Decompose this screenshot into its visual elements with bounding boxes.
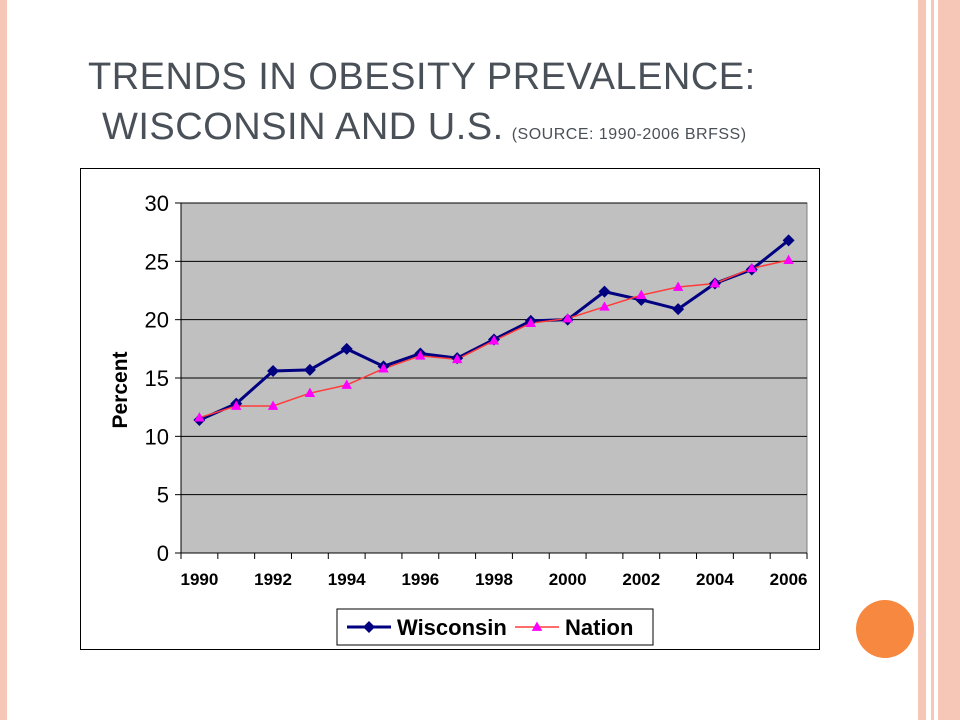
- point-wisconsin: [672, 303, 685, 316]
- x-tick-label: 2004: [696, 570, 734, 589]
- y-tick-label: 20: [145, 308, 169, 333]
- point-nation: [599, 301, 610, 311]
- point-nation: [304, 387, 316, 398]
- accent-circle: [856, 600, 914, 658]
- x-tick-label: 2002: [622, 570, 660, 589]
- point-nation: [194, 412, 205, 422]
- line-chart: 0 5 10 15 20 25 30 1990 1992 1994 1996 1998 2000 2002…: [109, 191, 808, 646]
- y-tick-label: 25: [145, 249, 169, 274]
- legend-label-nation: Nation: [565, 615, 633, 640]
- x-tick-label: 2006: [770, 570, 808, 589]
- slide-title: TRENDS IN OBESITY PREVALENCE: WISCONSIN …: [88, 52, 868, 160]
- point-nation: [783, 254, 794, 265]
- point-wisconsin: [340, 342, 353, 355]
- legend-label-wisconsin: Wisconsin: [397, 615, 507, 640]
- point-wisconsin: [267, 365, 280, 377]
- x-tick-label: 1990: [180, 570, 218, 589]
- y-tick-label: 10: [145, 424, 169, 449]
- point-wisconsin: [303, 363, 316, 376]
- y-tick-label: 15: [145, 366, 169, 391]
- point-nation: [672, 281, 684, 291]
- x-tick-label: 2000: [549, 570, 587, 589]
- x-tick-label: 1992: [254, 570, 292, 589]
- x-tick-label: 1996: [401, 570, 439, 589]
- point-wisconsin: [782, 234, 795, 247]
- legend-marker-wisconsin: [363, 621, 375, 633]
- legend-marker-nation: [531, 621, 543, 631]
- point-nation: [525, 317, 537, 328]
- point-nation: [709, 278, 721, 288]
- x-tick-label: 1998: [475, 570, 513, 589]
- y-tick-label: 30: [145, 191, 169, 216]
- point-nation: [378, 363, 389, 373]
- x-tick-label: 1994: [328, 570, 366, 589]
- y-tick-label: 5: [157, 483, 169, 508]
- point-nation: [341, 379, 352, 389]
- chart-area: 0 5 10 15 20 25 30 1990 1992 1994 1996 1998 2000 2002…: [80, 168, 820, 650]
- point-nation: [636, 289, 647, 300]
- y-tick-label: 0: [157, 541, 169, 566]
- point-nation: [451, 353, 463, 364]
- point-nation: [267, 400, 279, 410]
- title-source: (SOURCE: 1990-2006 BRFSS): [511, 126, 747, 143]
- point-nation: [488, 335, 500, 345]
- title-line-2: WISCONSIN AND U.S.: [102, 106, 504, 148]
- point-nation: [231, 400, 242, 410]
- y-axis-label: Percent: [109, 351, 132, 428]
- point-nation: [415, 350, 426, 360]
- title-line-1: TRENDS IN OBESITY PREVALENCE:: [88, 56, 756, 98]
- point-nation: [746, 262, 757, 273]
- point-nation: [562, 313, 573, 323]
